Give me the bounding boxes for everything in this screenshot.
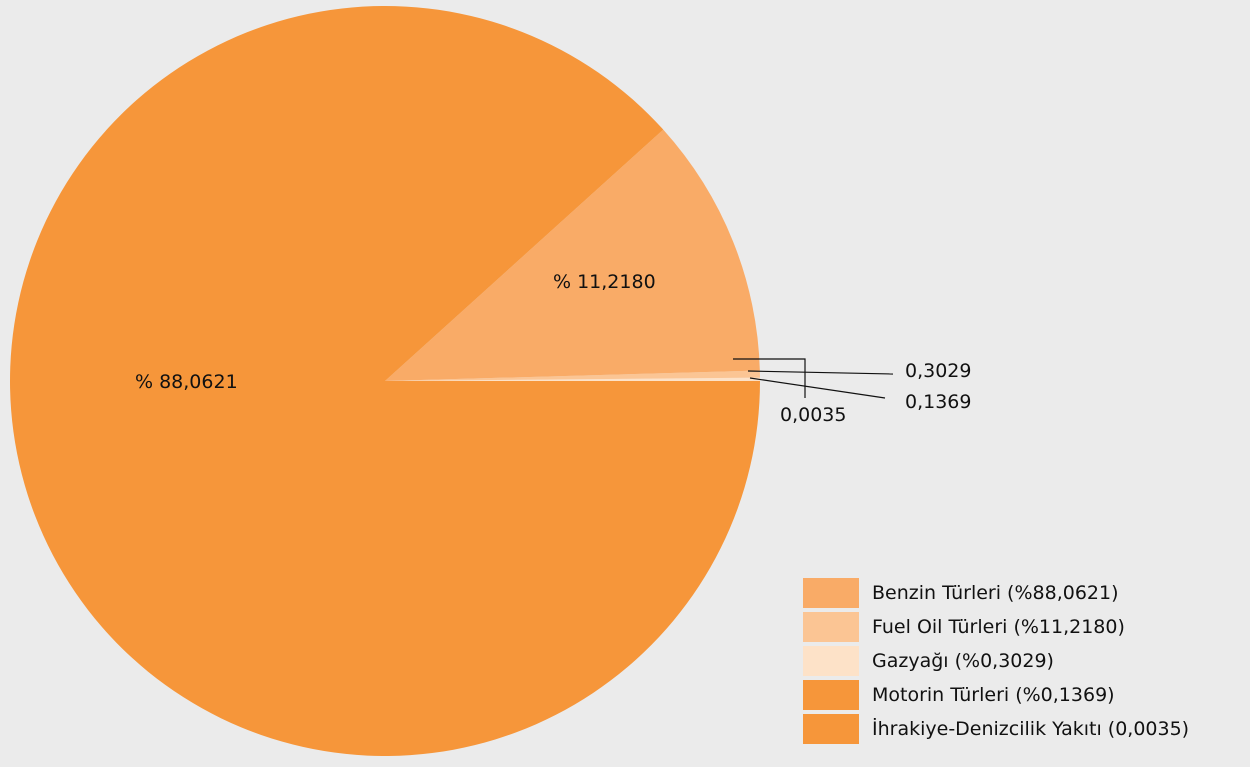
legend-item-benzin: Benzin Türleri (%88,0621) [803, 576, 1189, 610]
pie-slice-motorin-turleri [385, 377, 761, 381]
legend-swatch-gazyagi [803, 646, 859, 676]
legend-item-fuel-oil: Fuel Oil Türleri (%11,2180) [803, 610, 1189, 644]
legend-swatch-benzin [803, 578, 859, 608]
legend-label-fuel-oil: Fuel Oil Türleri (%11,2180) [872, 616, 1125, 638]
legend-swatch-motorin [803, 680, 859, 710]
legend-swatch-ihrakiye [803, 714, 859, 744]
legend-swatch-fuel-oil [803, 612, 859, 642]
legend-label-benzin: Benzin Türleri (%88,0621) [872, 582, 1119, 604]
leader-line-gazyagi [747, 370, 894, 375]
pie-slice-gazyagi [385, 370, 760, 381]
legend-item-gazyagi: Gazyağı (%0,3029) [803, 644, 1189, 678]
data-label-motorin: 0,1369 [905, 391, 971, 413]
pie-slice-fuel-oil-turleri [385, 129, 760, 381]
legend-label-gazyagi: Gazyağı (%0,3029) [872, 650, 1054, 672]
data-label-ihrakiye: 0,0035 [780, 404, 846, 426]
chart-legend: Benzin Türleri (%88,0621) Fuel Oil Türle… [803, 576, 1189, 746]
legend-label-ihrakiye: İhrakiye-Denizcilik Yakıtı (0,0035) [872, 718, 1190, 740]
pie-slice-benzin-turleri [10, 5, 760, 756]
leader-line-motorin [749, 377, 886, 399]
legend-label-motorin: Motorin Türleri (%0,1369) [872, 684, 1115, 706]
data-label-fuel-oil: % 11,2180 [553, 271, 656, 293]
legend-item-ihrakiye: İhrakiye-Denizcilik Yakıtı (0,0035) [803, 712, 1189, 746]
data-label-gazyagi: 0,3029 [905, 360, 971, 382]
data-label-benzin: % 88,0621 [135, 371, 238, 393]
legend-item-motorin: Motorin Türleri (%0,1369) [803, 678, 1189, 712]
leader-line-ihrakiye [733, 358, 806, 398]
